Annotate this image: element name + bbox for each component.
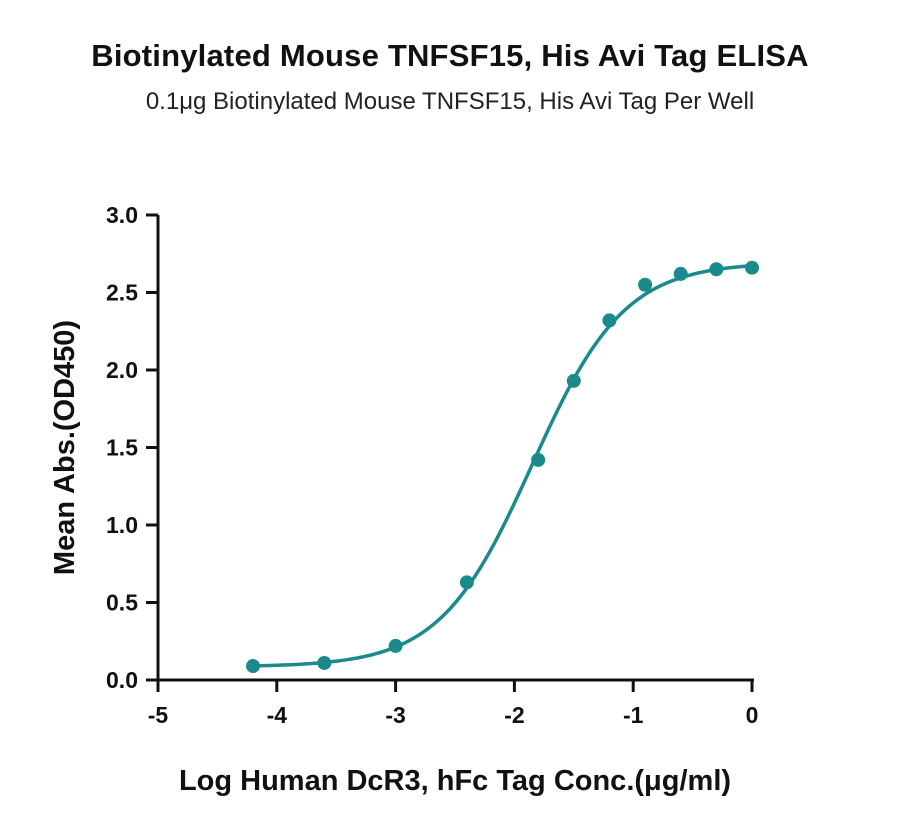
data-point bbox=[566, 373, 581, 388]
y-axis-title: Mean Abs.(OD450) bbox=[49, 320, 81, 575]
data-point bbox=[459, 575, 474, 590]
data-points bbox=[246, 260, 759, 674]
data-point bbox=[745, 260, 759, 275]
y-tick-label: 3.0 bbox=[106, 202, 138, 228]
x-tick-label: -1 bbox=[623, 702, 644, 728]
fit-curve bbox=[253, 263, 753, 668]
data-point bbox=[317, 655, 332, 670]
y-tick-label: 2.0 bbox=[106, 357, 138, 383]
x-axis-ticks: -5 -4 -3 -2 -1 0 bbox=[148, 680, 759, 728]
data-point bbox=[388, 638, 403, 653]
x-tick-label: -3 bbox=[385, 702, 405, 728]
data-point bbox=[673, 266, 688, 281]
data-point bbox=[709, 262, 724, 277]
y-tick-label: 0.0 bbox=[106, 667, 138, 693]
x-axis-title: Log Human DcR3, hFc Tag Conc.(μg/ml) bbox=[179, 765, 731, 797]
x-tick-label: -2 bbox=[504, 702, 524, 728]
data-point bbox=[638, 277, 653, 292]
data-point bbox=[246, 659, 261, 674]
x-tick-label: -4 bbox=[267, 702, 288, 728]
x-tick-label: 0 bbox=[746, 702, 759, 728]
y-tick-label: 2.5 bbox=[106, 280, 138, 306]
chart-subtitle: 0.1μg Biotinylated Mouse TNFSF15, His Av… bbox=[145, 88, 755, 115]
chart-title: Biotinylated Mouse TNFSF15, His Avi Tag … bbox=[91, 38, 809, 73]
y-tick-label: 1.5 bbox=[106, 435, 138, 461]
y-axis-ticks: 0.0 0.5 1.0 1.5 2.0 2.5 3.0 bbox=[106, 202, 158, 693]
y-tick-label: 0.5 bbox=[106, 590, 138, 616]
data-point bbox=[531, 452, 546, 467]
y-tick-label: 1.0 bbox=[106, 512, 138, 538]
data-point bbox=[602, 313, 617, 328]
x-tick-label: -5 bbox=[148, 702, 169, 728]
